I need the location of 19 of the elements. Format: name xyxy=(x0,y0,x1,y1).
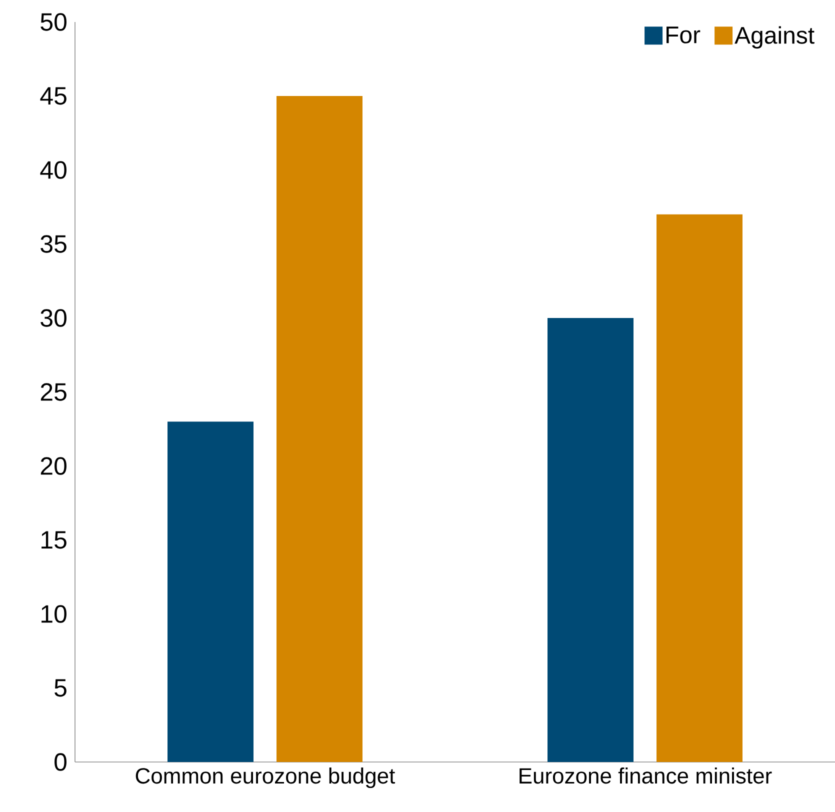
y-tick-label: 35 xyxy=(40,235,66,253)
y-tick-label: 15 xyxy=(42,531,66,549)
legend-label: Against xyxy=(734,26,814,49)
y-tick-label: 25 xyxy=(40,383,66,401)
bar xyxy=(548,318,634,762)
y-tick-label: 0 xyxy=(54,753,66,771)
bar xyxy=(656,214,743,762)
y-tick-label: 50 xyxy=(40,13,66,31)
bar xyxy=(276,96,363,762)
y-tick-label: 30 xyxy=(40,309,66,327)
y-tick-label: 10 xyxy=(42,605,66,623)
legend-label: For xyxy=(666,26,700,44)
y-tick-label: 20 xyxy=(40,457,66,475)
x-tick-label: Common eurozone budget xyxy=(136,768,396,788)
x-tick-label: Eurozone finance minister xyxy=(520,768,772,784)
y-tick-label: 45 xyxy=(40,87,66,105)
y-tick-label: 40 xyxy=(40,161,66,179)
y-tick-label: 5 xyxy=(54,679,66,697)
bar xyxy=(168,422,254,762)
